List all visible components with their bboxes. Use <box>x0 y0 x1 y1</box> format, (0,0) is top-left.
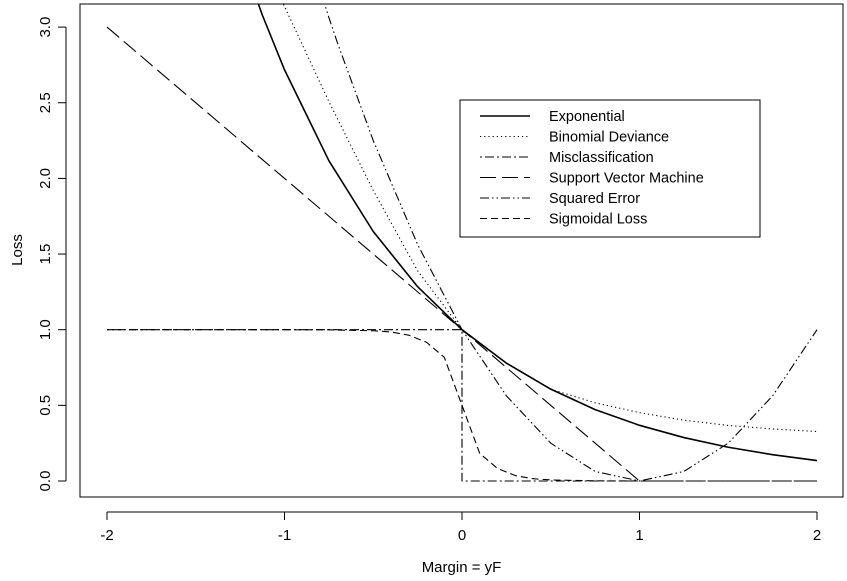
y-tick-label: 3.0 <box>37 17 54 38</box>
x-axis-label: Margin = yF <box>422 559 502 576</box>
x-tick-label: 0 <box>458 527 466 544</box>
plot-frame <box>79 3 844 498</box>
legend-label: Sigmoidal Loss <box>549 212 647 228</box>
legend: Exponential Binomial Deviance Misclassific… <box>459 99 761 238</box>
legend-label: Exponential <box>549 109 625 125</box>
legend-label: Support Vector Machine <box>549 171 704 187</box>
legend-label: Squared Error <box>549 191 640 207</box>
series-line-misclassification <box>107 329 817 482</box>
series-line-binomial-deviance <box>282 4 818 433</box>
series-line-squared-error <box>324 4 818 482</box>
y-axis: 0.0 0.5 1.0 1.5 2.0 2.5 3.0 <box>37 17 67 492</box>
x-tick-label: -1 <box>278 527 291 544</box>
legend-items: Exponential Binomial Deviance Misclassific… <box>480 109 704 228</box>
legend-box <box>459 99 761 238</box>
y-tick-label: 1.0 <box>37 319 54 340</box>
series-line-exponential <box>257 4 818 462</box>
y-tick-label: 2.0 <box>37 168 54 189</box>
legend-label: Misclassification <box>549 150 654 166</box>
y-tick-label: 2.5 <box>37 92 54 113</box>
x-tick-label: 2 <box>813 527 821 544</box>
y-tick-label: 0.5 <box>37 395 54 416</box>
x-tick-label: -2 <box>100 527 113 544</box>
x-tick-label: 1 <box>635 527 643 544</box>
series-line-sigmoidal-loss <box>107 329 817 482</box>
y-tick-label: 0.0 <box>37 471 54 492</box>
y-tick-label: 1.5 <box>37 244 54 265</box>
legend-label: Binomial Deviance <box>549 130 669 146</box>
x-axis: -2 -1 0 1 2 <box>100 511 821 544</box>
y-axis-label: Loss <box>9 234 26 266</box>
series-layer <box>106 4 818 482</box>
